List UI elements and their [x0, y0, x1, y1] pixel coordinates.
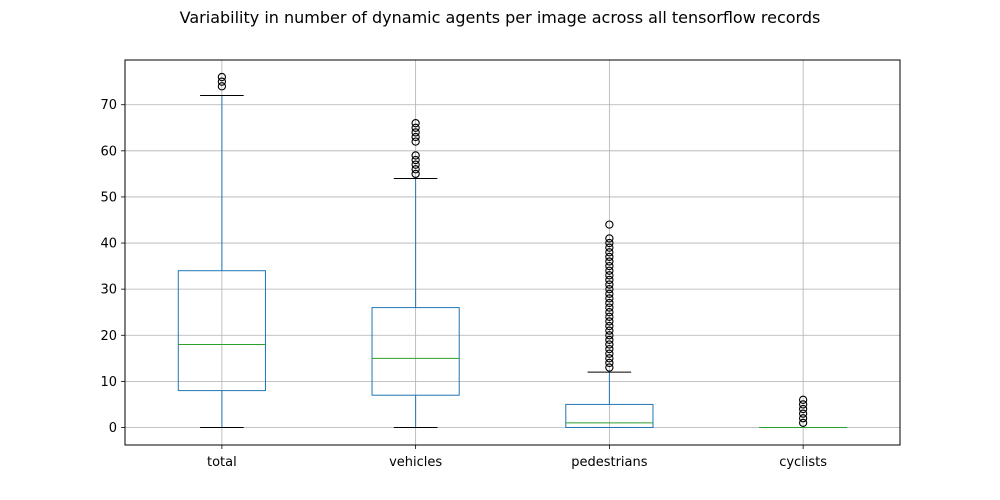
- box-total: [177, 72, 266, 428]
- boxes: [177, 72, 848, 428]
- outlier-point: [798, 404, 808, 414]
- outlier-point: [605, 220, 614, 229]
- outlier-point: [411, 123, 420, 132]
- outlier-point: [605, 294, 614, 303]
- axes: 0 10 20 30 40 50 60 70 total vehicles pedestrians c…: [100, 98, 827, 470]
- outlier-point: [411, 160, 420, 169]
- outlier-point: [411, 119, 420, 128]
- outlier-point: [605, 266, 614, 275]
- outlier-point: [605, 238, 614, 248]
- outlier-point: [217, 82, 227, 91]
- box-vehicles: [371, 119, 460, 428]
- outlier-point: [798, 418, 808, 428]
- y-tick-label: 0: [109, 421, 117, 436]
- y-tick-label: 20: [100, 329, 117, 344]
- grid: [125, 60, 900, 445]
- outlier-point: [605, 289, 614, 298]
- outlier-point: [605, 285, 614, 294]
- y-tick-label: 10: [100, 375, 117, 390]
- x-tick-label: vehicles: [389, 455, 442, 470]
- outlier-point: [605, 275, 614, 285]
- outlier-point: [217, 77, 227, 86]
- outlier-point: [605, 234, 614, 243]
- plot-frame: [124, 59, 901, 446]
- iqr-box: [177, 270, 266, 392]
- outlier-point: [605, 340, 614, 349]
- outlier-point: [605, 248, 614, 257]
- x-tick-label: total: [207, 455, 237, 470]
- outlier-point: [798, 414, 808, 423]
- chart-title: Variability in number of dynamic agents …: [179, 8, 821, 27]
- x-tick-label: cyclists: [779, 455, 827, 470]
- outlier-point: [411, 155, 420, 165]
- outlier-point: [605, 252, 614, 262]
- outlier-point: [798, 395, 808, 404]
- outlier-point: [605, 271, 614, 280]
- outlier-point: [605, 321, 614, 331]
- outlier-point: [605, 344, 614, 354]
- outlier-point: [605, 331, 614, 340]
- outlier-point: [411, 169, 420, 179]
- outlier-point: [605, 358, 614, 368]
- outlier-point: [605, 280, 614, 289]
- y-tick-label: 70: [100, 98, 117, 113]
- outlier-point: [798, 409, 808, 418]
- y-tick-label: 30: [100, 283, 117, 298]
- y-tick-label: 50: [100, 190, 117, 205]
- outlier-point: [605, 326, 614, 335]
- outlier-point: [605, 257, 614, 266]
- outlier-point: [605, 317, 614, 326]
- outlier-point: [605, 312, 614, 321]
- outlier-point: [605, 335, 614, 345]
- outlier-point: [411, 132, 420, 142]
- outlier-point: [411, 151, 420, 160]
- outlier-point: [217, 72, 227, 82]
- outlier-point: [605, 261, 614, 271]
- outlier-point: [605, 303, 614, 312]
- box-cyclists: [759, 395, 848, 428]
- iqr-box: [565, 403, 654, 428]
- x-tick-label: pedestrians: [571, 455, 648, 470]
- outlier-point: [605, 349, 614, 358]
- outlier-point: [605, 298, 614, 308]
- outlier-point: [411, 165, 420, 174]
- outlier-point: [605, 363, 614, 372]
- y-tick-label: 60: [100, 144, 117, 159]
- outlier-point: [605, 354, 614, 363]
- y-tick-label: 40: [100, 237, 117, 252]
- box-pedestrians: [565, 220, 654, 428]
- outlier-point: [798, 400, 808, 409]
- outlier-point: [605, 243, 614, 252]
- iqr-box: [371, 307, 460, 396]
- outlier-point: [411, 137, 420, 146]
- outlier-point: [605, 308, 614, 317]
- outlier-point: [411, 128, 420, 137]
